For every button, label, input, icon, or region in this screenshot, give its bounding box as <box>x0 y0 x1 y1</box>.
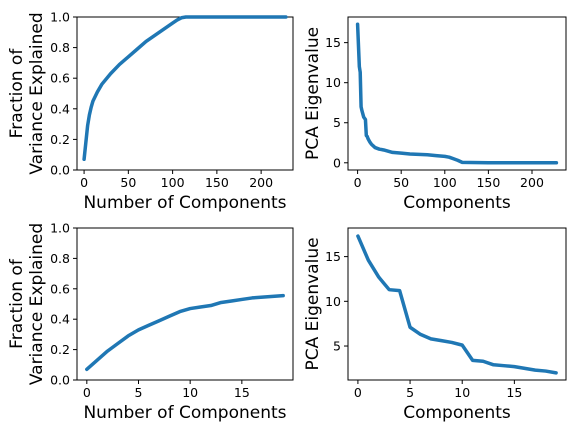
y-axis-label: Fraction ofVariance Explained <box>7 223 47 385</box>
y-axis-label-line: Fraction of <box>7 48 27 139</box>
y-tick-label: 10 <box>325 75 341 90</box>
x-tick-label: 0 <box>354 175 362 190</box>
y-axis-label-line: Variance Explained <box>27 223 47 385</box>
x-tick-label: 5 <box>406 385 414 400</box>
chart-panel-2: 0 50 100 150 200 0 5 10 15 Components PCA Eigenval… <box>303 16 567 213</box>
y-tick-label: 5 <box>333 115 341 130</box>
x-axis-label: Number of Components <box>83 193 286 213</box>
series-line <box>355 22 559 165</box>
x-tick-label: 0 <box>83 385 91 400</box>
y-tick-label: 1.0 <box>50 10 70 25</box>
y-tick-label: 1.0 <box>50 221 70 236</box>
y-tick-label: 10 <box>325 294 341 309</box>
x-tick-label: 15 <box>506 385 522 400</box>
y-tick-label: 0.0 <box>50 373 70 388</box>
y-tick-label: 0.2 <box>50 132 70 147</box>
x-axis-label: Number of Components <box>83 403 286 423</box>
x-tick-label: 0 <box>354 385 362 400</box>
chart-panel-3: 0 5 10 15 0.0 0.2 0.4 0.6 0.8 1.0 Number of Compon… <box>7 221 294 423</box>
x-tick-label: 5 <box>135 385 143 400</box>
y-tick-label: 0.4 <box>50 101 70 116</box>
x-tick-label: 50 <box>393 175 409 190</box>
x-tick-label: 10 <box>182 385 198 400</box>
x-tick-label: 15 <box>234 385 250 400</box>
y-tick-label: 0.4 <box>50 312 70 327</box>
x-axis-label: Components <box>403 193 511 213</box>
chart-panel-1: 0 50 100 150 200 0.0 0.2 0.4 0.6 0.8 1.0 Number of … <box>7 10 294 213</box>
plot-frame <box>347 227 567 381</box>
y-tick-label: 0 <box>333 155 341 170</box>
x-tick-label: 100 <box>161 175 185 190</box>
y-axis-label-line: Fraction of <box>7 258 27 349</box>
x-tick-label: 200 <box>249 175 273 190</box>
y-tick-label: 0.6 <box>50 71 70 86</box>
plot-frame <box>76 16 294 171</box>
series-line <box>85 293 285 372</box>
y-axis-label-line: PCA Eigenvalue <box>303 237 323 370</box>
x-tick-label: 100 <box>433 175 457 190</box>
y-axis-label-line: Variance Explained <box>27 12 47 174</box>
y-tick-label: 0.2 <box>50 342 70 357</box>
plot-frame <box>76 227 294 381</box>
y-tick-label: 15 <box>325 249 341 264</box>
y-tick-label: 0.8 <box>50 251 70 266</box>
x-tick-label: 200 <box>520 175 544 190</box>
x-tick-label: 150 <box>476 175 500 190</box>
x-tick-label: 150 <box>205 175 229 190</box>
y-axis-label: PCA Eigenvalue <box>303 27 323 160</box>
y-tick-label: 0.0 <box>50 163 70 178</box>
y-axis-label-line: PCA Eigenvalue <box>303 27 323 160</box>
chart-panel-4: 0 5 10 15 5 10 15 Components PCA Eigenvalue <box>303 227 567 423</box>
y-tick-label: 0.6 <box>50 281 70 296</box>
y-axis-label: Fraction ofVariance Explained <box>7 12 47 174</box>
y-axis-label: PCA Eigenvalue <box>303 237 323 370</box>
y-tick-label: 5 <box>333 339 341 354</box>
plot-frame <box>347 16 567 171</box>
series-line <box>82 15 288 162</box>
x-tick-label: 50 <box>120 175 136 190</box>
x-axis-label: Components <box>403 403 511 423</box>
series-line <box>356 234 558 375</box>
y-tick-label: 15 <box>325 35 341 50</box>
x-tick-label: 0 <box>80 175 88 190</box>
x-tick-label: 10 <box>454 385 470 400</box>
y-tick-label: 0.8 <box>50 40 70 55</box>
